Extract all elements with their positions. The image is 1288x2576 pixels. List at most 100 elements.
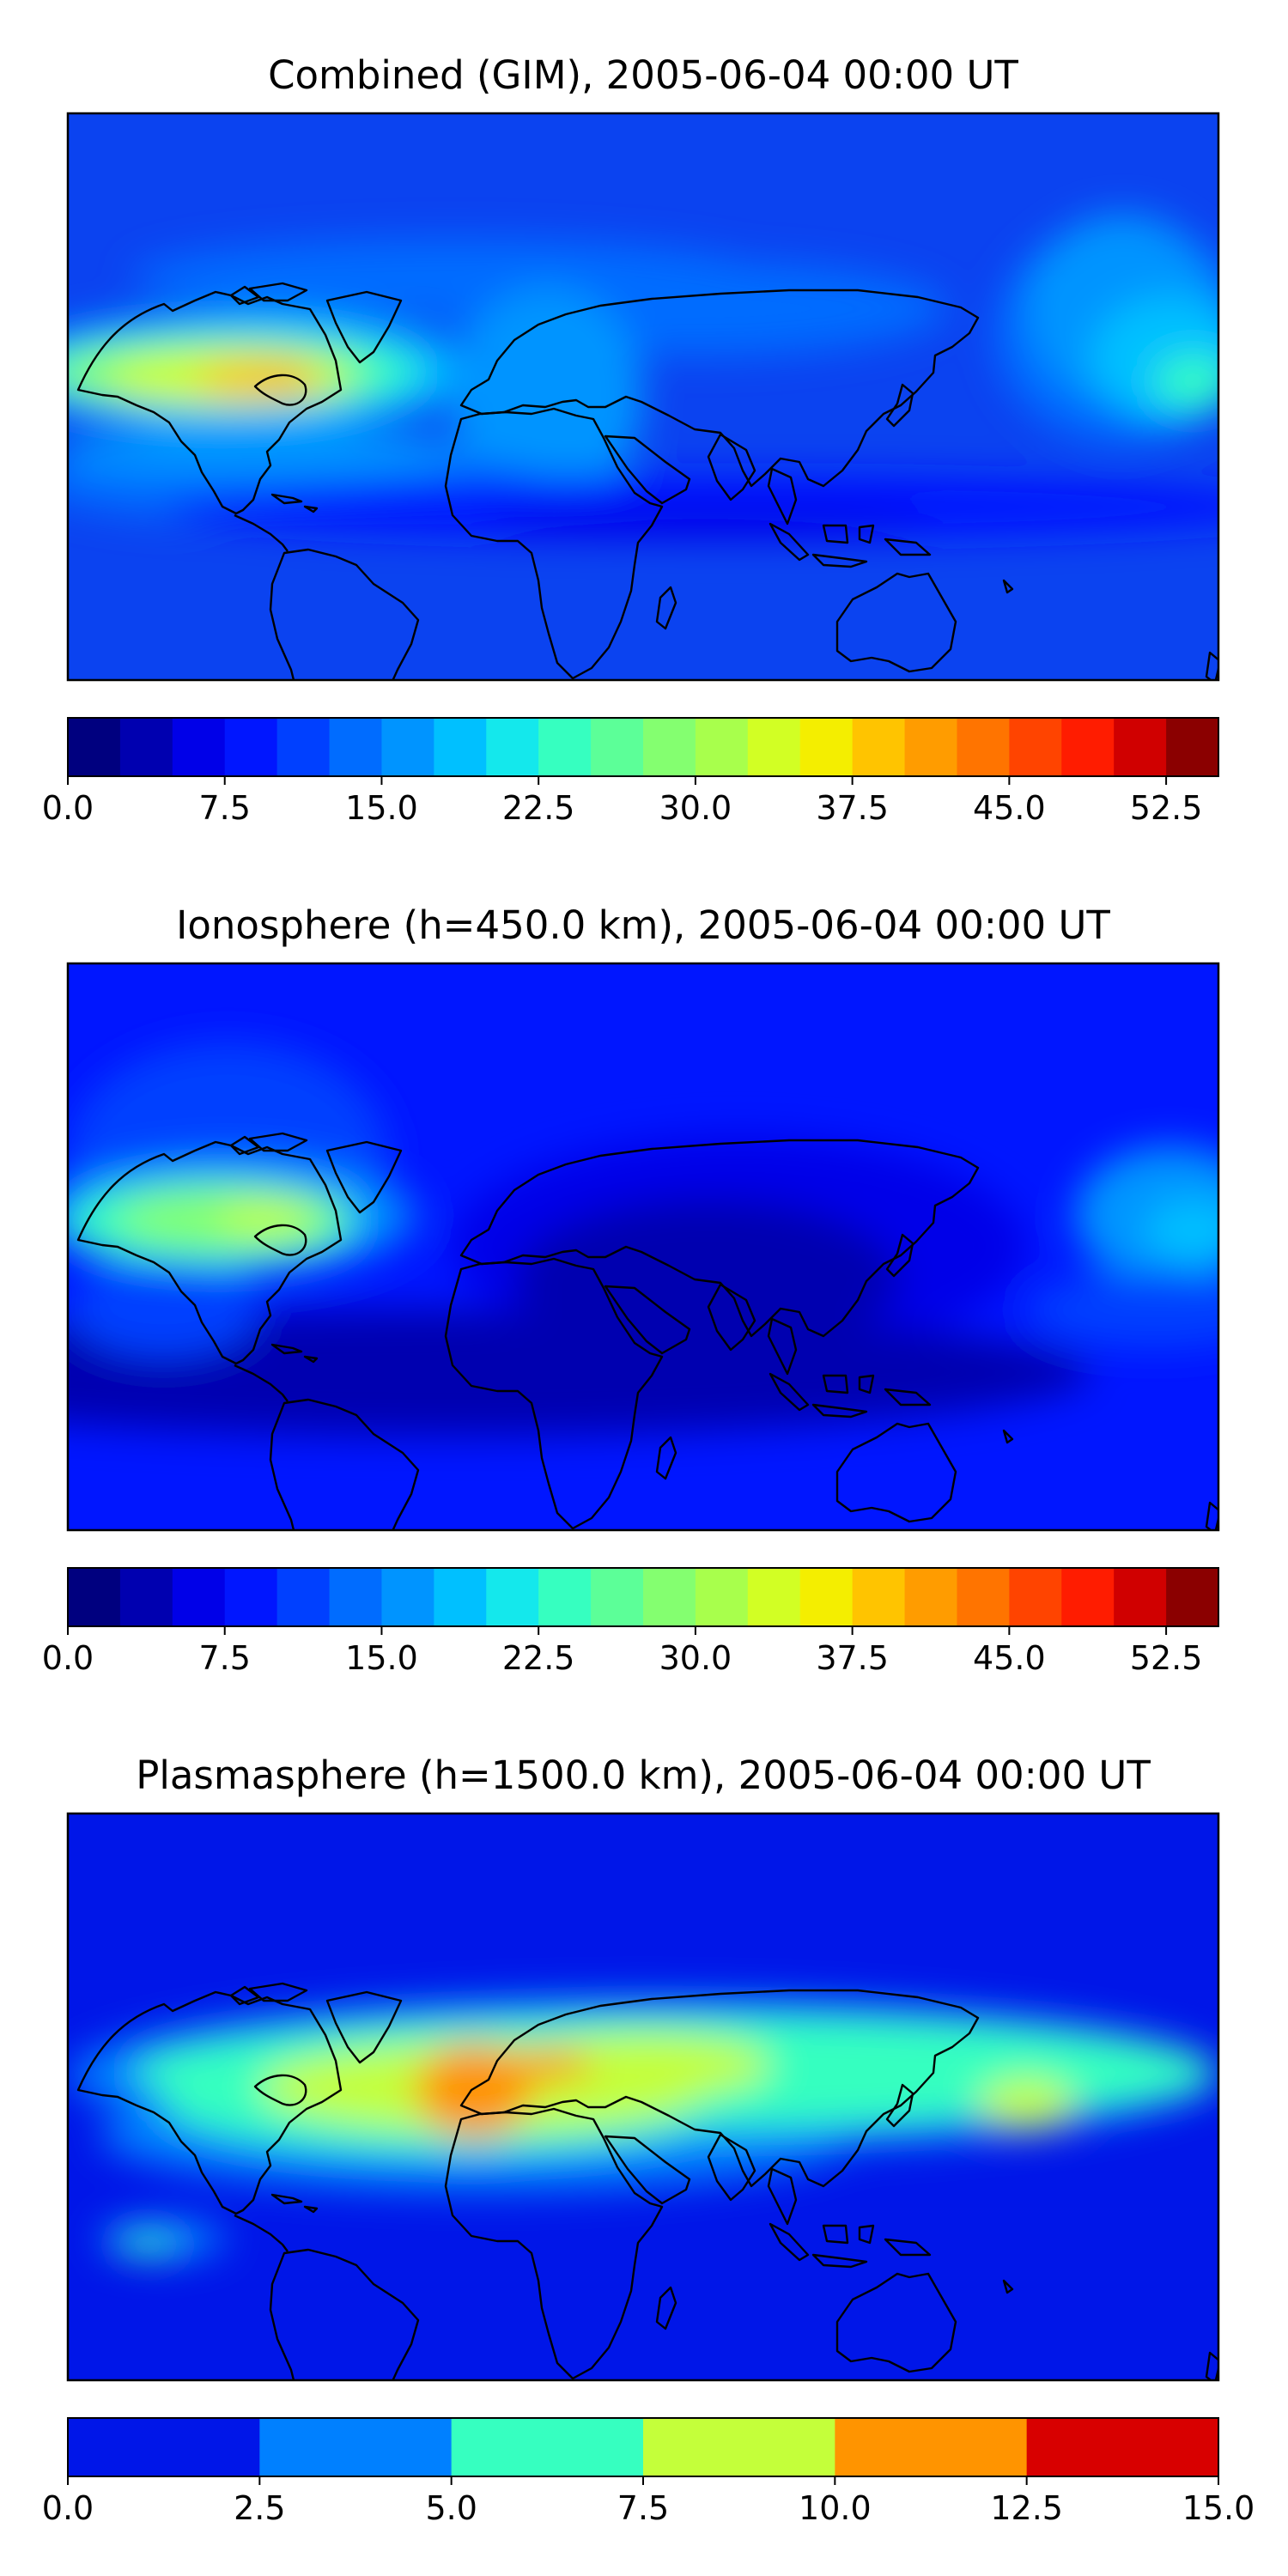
colorbar-tick-label: 7.5: [617, 2489, 669, 2527]
colorbar-segment: [957, 718, 1010, 776]
field-contour-6: [978, 2078, 1075, 2129]
colorbar-segment: [119, 1568, 173, 1626]
map-field: [68, 113, 1218, 680]
colorbar-tick-label: 7.5: [199, 789, 251, 827]
colorbar-segment: [904, 1568, 958, 1626]
map-field: [68, 1814, 1218, 2380]
colorbar-segment: [957, 1568, 1010, 1626]
colorbar-segment: [486, 718, 539, 776]
colorbar-tick-label: 45.0: [973, 789, 1046, 827]
colorbar-tick-label: 52.5: [1130, 1639, 1203, 1677]
colorbar-segment: [451, 2418, 644, 2476]
map-frame: [66, 112, 1220, 682]
field-contour-4: [1091, 295, 1218, 422]
colorbar-tick-label: 15.0: [345, 789, 418, 827]
colorbar-segment: [695, 718, 749, 776]
colorbar-frame: [67, 717, 1219, 777]
colorbar-segment: [852, 1568, 906, 1626]
colorbar-tick-label: 52.5: [1130, 789, 1203, 827]
field-contour-10: [1145, 1200, 1218, 1263]
map-frame: [66, 1812, 1220, 2382]
colorbar-segment: [381, 1568, 434, 1626]
colorbar-segment: [1026, 2418, 1219, 2476]
field-contour-10: [115, 2235, 180, 2255]
field-contour-5: [515, 2033, 771, 2097]
colorbar-tick-label: 45.0: [973, 1639, 1046, 1677]
colorbar-segment: [1166, 718, 1219, 776]
colorbar: 0.0 7.5 15.0 22.5 30.0 37.5 45.0 52.5: [42, 717, 1219, 827]
colorbar-tick-label: 15.0: [345, 1639, 418, 1677]
field-contour-6: [451, 286, 643, 507]
panel-title: Combined (GIM), 2005-06-04 00:00 UT: [268, 52, 1018, 98]
colorbar-tick-label: 22.5: [502, 789, 575, 827]
colorbar-tick-label: 0.0: [42, 2489, 94, 2527]
colorbar-segment: [172, 1568, 226, 1626]
field-contour-12: [68, 1262, 260, 1358]
colorbar-segment: [538, 1568, 592, 1626]
field-contour-1: [131, 239, 771, 315]
colorbar-segment: [329, 1568, 383, 1626]
panel-title: Ionosphere (h=450.0 km), 2005-06-04 00:0…: [176, 902, 1110, 948]
colorbar-tick-label: 37.5: [816, 1639, 889, 1677]
colorbar-segment: [224, 1568, 278, 1626]
colorbar-segment: [852, 718, 906, 776]
colorbar-segment: [1166, 1568, 1219, 1626]
colorbar-segment: [538, 718, 592, 776]
field-contour-8: [68, 428, 468, 479]
colorbar-tick-label: 22.5: [502, 1639, 575, 1677]
colorbar-segment: [1061, 1568, 1115, 1626]
colorbar-tick-label: 12.5: [990, 2489, 1063, 2527]
map-frame: [66, 962, 1220, 1532]
colorbar-tick-label: 10.0: [799, 2489, 872, 2527]
colorbar-segment: [381, 718, 434, 776]
colorbar-frame: [67, 1567, 1219, 1627]
colorbar-segment: [119, 718, 173, 776]
colorbar-segment: [1009, 1568, 1062, 1626]
panel-3: Plasmasphere (h=1500.0 km), 2005-06-04 0…: [42, 1753, 1255, 2527]
colorbar-segment: [434, 1568, 487, 1626]
colorbar-segment: [643, 2418, 835, 2476]
colorbar-segment: [591, 718, 644, 776]
colorbar-tick-label: 7.5: [199, 1639, 251, 1677]
colorbar-tick-label: 37.5: [816, 789, 889, 827]
colorbar-segment: [747, 718, 801, 776]
field-contour-17: [483, 507, 931, 539]
field-contour-16: [163, 475, 1218, 538]
colorbar: 0.0 7.5 15.0 22.5 30.0 37.5 45.0 52.5: [42, 1567, 1219, 1677]
colorbar-segment: [224, 718, 278, 776]
colorbar-segment: [486, 1568, 539, 1626]
colorbar-segment: [329, 718, 383, 776]
colorbar-tick-label: 30.0: [659, 789, 732, 827]
colorbar-segment: [643, 718, 696, 776]
colorbar-segment: [1061, 718, 1115, 776]
colorbar-segment: [1114, 1568, 1167, 1626]
colorbar-tick-label: 0.0: [42, 1639, 94, 1677]
colorbar-tick-label: 30.0: [659, 1639, 732, 1677]
field-contour-8: [217, 1206, 314, 1231]
colorbar-segment: [68, 1568, 121, 1626]
field-contour-7: [416, 2043, 532, 2138]
colorbar: 0.0 2.5 5.0 7.5 10.0 12.5 15.0: [42, 2417, 1255, 2527]
colorbar-tick-label: 15.0: [1182, 2489, 1255, 2527]
panel-1: Combined (GIM), 2005-06-04 00:00 UT 0.0 7.…: [42, 52, 1220, 827]
map-field: [68, 963, 1218, 1530]
colorbar-segment: [276, 718, 331, 776]
colorbar-segment: [276, 1568, 331, 1626]
colorbar-segment: [799, 1568, 854, 1626]
field-contour-8: [502, 2050, 592, 2081]
colorbar-segment: [747, 1568, 801, 1626]
field-contour-5: [1154, 355, 1218, 406]
colorbar-segment: [1009, 718, 1062, 776]
colorbar-tick-label: 5.0: [425, 2489, 477, 2527]
colorbar-segment: [695, 1568, 749, 1626]
colorbar-segment: [799, 718, 854, 776]
panel-2: Ionosphere (h=450.0 km), 2005-06-04 00:0…: [42, 902, 1220, 1677]
panel-title: Plasmasphere (h=1500.0 km), 2005-06-04 0…: [136, 1753, 1151, 1798]
colorbar-segment: [172, 718, 226, 776]
colorbar-segment: [904, 718, 958, 776]
colorbar-segment: [68, 2418, 260, 2476]
colorbar-segment: [835, 2418, 1028, 2476]
colorbar-tick-label: 0.0: [42, 789, 94, 827]
colorbar-segment: [591, 1568, 644, 1626]
